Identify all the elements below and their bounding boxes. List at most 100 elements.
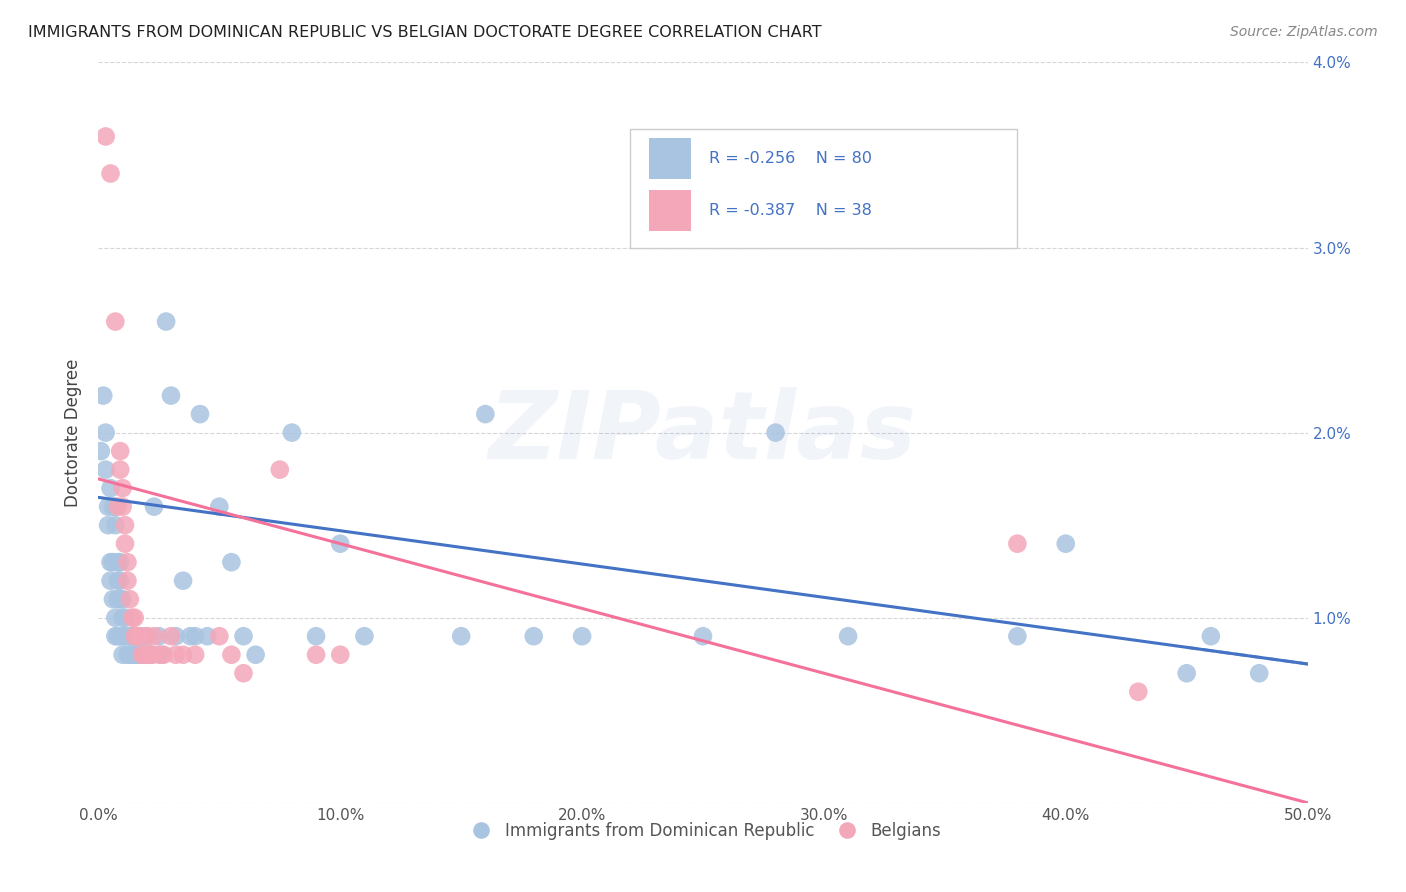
Point <box>94 129 117 144</box>
Point <box>111 500 134 514</box>
Point <box>269 462 291 476</box>
Point <box>474 407 496 421</box>
Point <box>1249 666 1271 681</box>
Point <box>107 555 129 569</box>
Point <box>118 648 141 662</box>
Point <box>100 574 122 588</box>
Point <box>101 555 124 569</box>
Point <box>111 610 134 624</box>
Point <box>127 629 149 643</box>
Point <box>121 629 143 643</box>
Point <box>104 314 127 328</box>
Point <box>124 648 146 662</box>
Point <box>121 610 143 624</box>
FancyBboxPatch shape <box>630 129 1018 247</box>
Point <box>127 629 149 643</box>
Point <box>114 629 136 643</box>
Text: R = -0.387    N = 38: R = -0.387 N = 38 <box>709 203 872 218</box>
Point <box>104 500 127 514</box>
Point <box>108 574 131 588</box>
Point <box>1128 685 1150 699</box>
Point <box>124 629 146 643</box>
Point <box>165 629 187 643</box>
Point <box>172 574 194 588</box>
Point <box>101 592 124 607</box>
Point <box>100 481 122 495</box>
Point <box>329 648 352 662</box>
Point <box>1199 629 1222 643</box>
Point <box>131 648 153 662</box>
Point <box>101 500 124 514</box>
Point <box>765 425 787 440</box>
Point <box>128 629 150 643</box>
Point <box>108 444 131 458</box>
Point <box>141 648 163 662</box>
Point <box>232 629 254 643</box>
Point <box>131 648 153 662</box>
Point <box>245 648 267 662</box>
Point <box>523 629 546 643</box>
Point <box>172 648 194 662</box>
Point <box>131 629 153 643</box>
Point <box>155 314 177 328</box>
Point <box>148 648 170 662</box>
Point <box>184 648 207 662</box>
Point <box>117 629 139 643</box>
Y-axis label: Doctorate Degree: Doctorate Degree <box>65 359 83 507</box>
Point <box>94 462 117 476</box>
Point <box>118 592 141 607</box>
FancyBboxPatch shape <box>648 138 690 179</box>
Point <box>97 500 120 514</box>
Point <box>124 610 146 624</box>
Point <box>152 648 174 662</box>
Point <box>143 500 166 514</box>
Point <box>104 610 127 624</box>
Point <box>165 648 187 662</box>
Point <box>134 648 156 662</box>
Point <box>305 629 328 643</box>
Point <box>135 648 157 662</box>
Point <box>143 629 166 643</box>
Point <box>571 629 593 643</box>
Point <box>91 389 114 403</box>
Point <box>1007 629 1029 643</box>
Point <box>100 555 122 569</box>
Point <box>135 629 157 643</box>
Point <box>107 592 129 607</box>
Point <box>353 629 375 643</box>
Point <box>111 592 134 607</box>
Point <box>107 500 129 514</box>
FancyBboxPatch shape <box>648 190 690 231</box>
Point <box>128 629 150 643</box>
Point <box>184 629 207 643</box>
Point <box>104 629 127 643</box>
Point <box>188 407 211 421</box>
Point <box>108 555 131 569</box>
Text: Source: ZipAtlas.com: Source: ZipAtlas.com <box>1230 25 1378 39</box>
Point <box>837 629 859 643</box>
Text: R = -0.256    N = 80: R = -0.256 N = 80 <box>709 151 872 166</box>
Point <box>305 648 328 662</box>
Point <box>111 481 134 495</box>
Point <box>160 629 183 643</box>
Point <box>135 629 157 643</box>
Point <box>97 518 120 533</box>
Point <box>114 518 136 533</box>
Point <box>208 629 231 643</box>
Text: IMMIGRANTS FROM DOMINICAN REPUBLIC VS BELGIAN DOCTORATE DEGREE CORRELATION CHART: IMMIGRANTS FROM DOMINICAN REPUBLIC VS BE… <box>28 25 821 40</box>
Point <box>117 648 139 662</box>
Point <box>117 555 139 569</box>
Point <box>450 629 472 643</box>
Point <box>90 444 112 458</box>
Point <box>108 629 131 643</box>
Point <box>114 610 136 624</box>
Point <box>134 648 156 662</box>
Point <box>128 648 150 662</box>
Point <box>281 425 304 440</box>
Point <box>208 500 231 514</box>
Point <box>111 648 134 662</box>
Point <box>117 574 139 588</box>
Point <box>160 389 183 403</box>
Point <box>111 629 134 643</box>
Point <box>1007 536 1029 550</box>
